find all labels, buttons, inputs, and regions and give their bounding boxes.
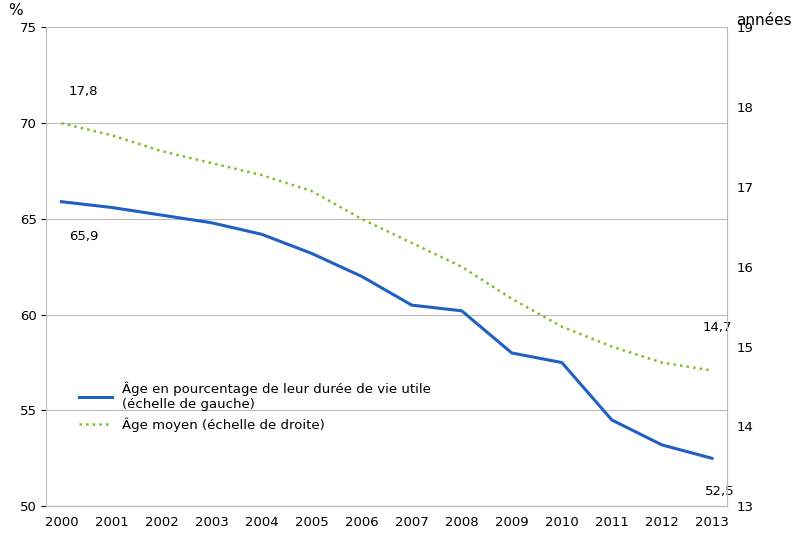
Text: 65,9: 65,9 xyxy=(69,231,98,244)
Y-axis label: %: % xyxy=(8,3,23,18)
Text: 14,7: 14,7 xyxy=(703,321,733,334)
Text: 17,8: 17,8 xyxy=(69,85,98,98)
Y-axis label: années: années xyxy=(737,13,792,28)
Legend: Âge en pourcentage de leur durée de vie utile
(échelle de gauche), Âge moyen (éc: Âge en pourcentage de leur durée de vie … xyxy=(74,376,436,437)
Text: 52,5: 52,5 xyxy=(705,485,734,498)
